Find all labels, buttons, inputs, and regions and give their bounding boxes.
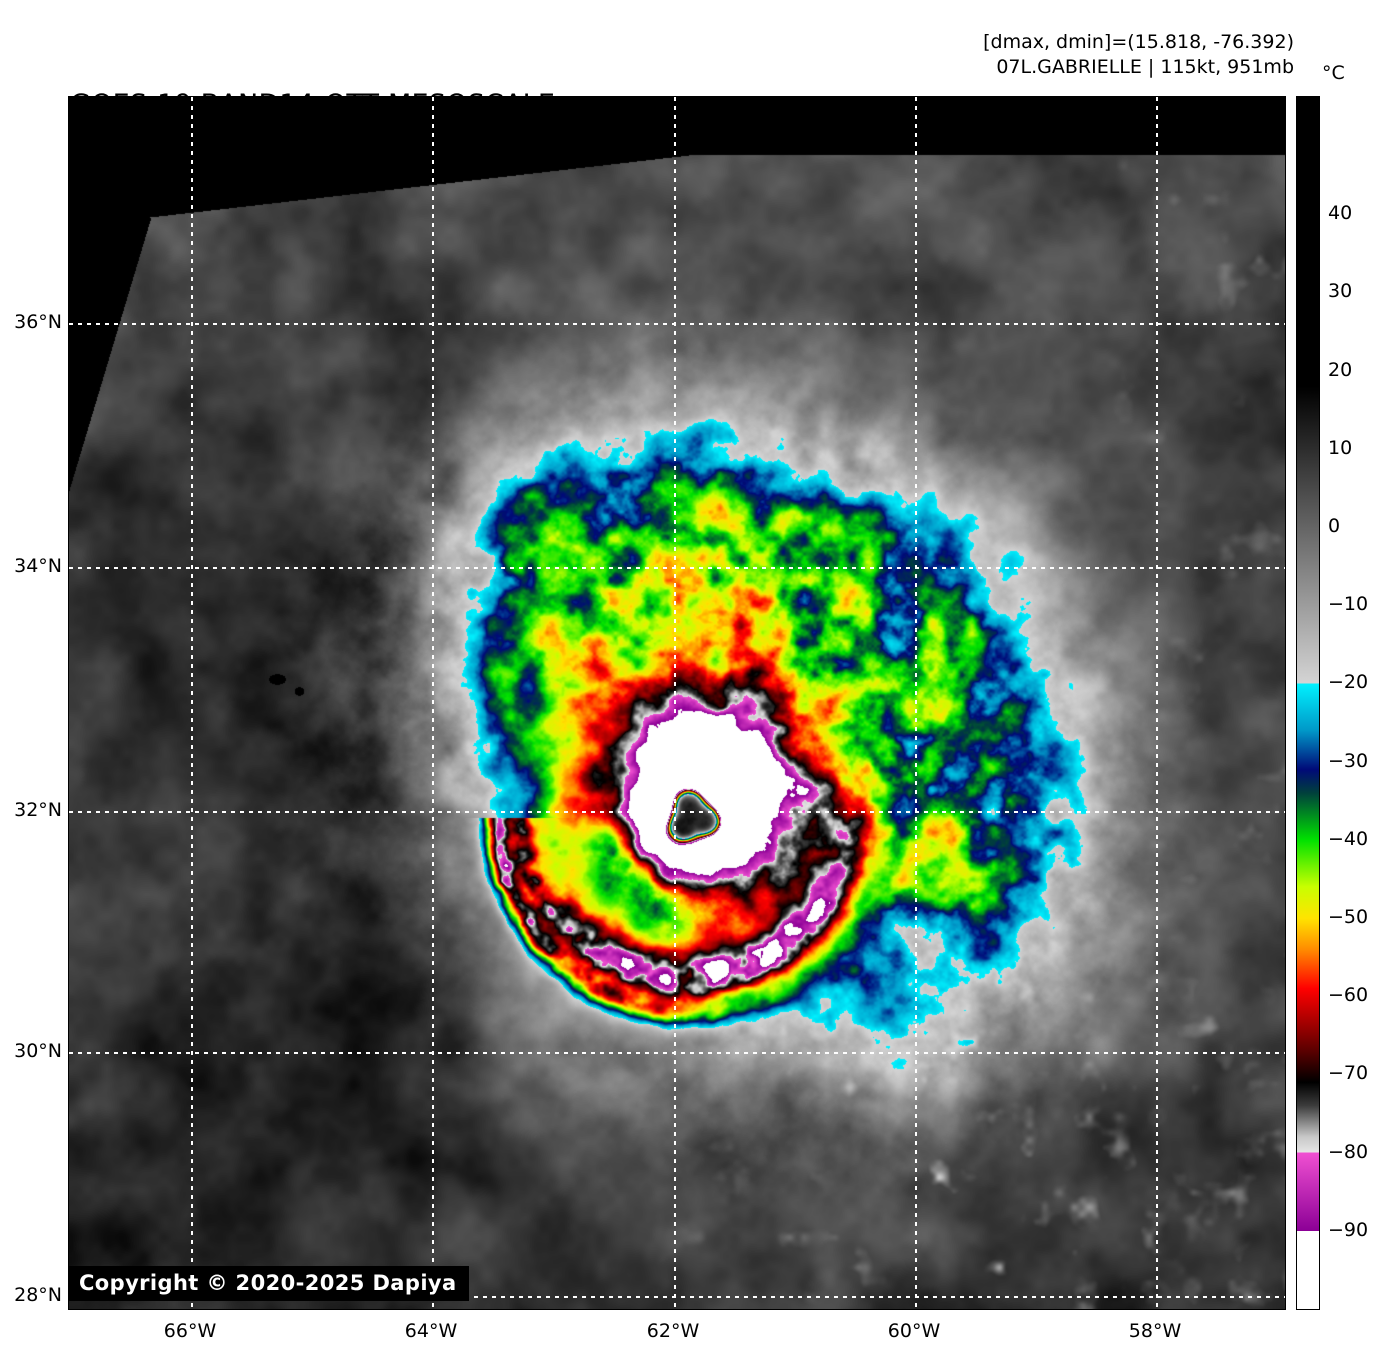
- storm-readout: 07L.GABRIELLE | 115kt, 951mb: [996, 56, 1294, 78]
- colorbar-tick-4: 0: [1328, 515, 1341, 538]
- colorbar-tick-1: 30: [1328, 280, 1353, 303]
- lon-label-2: 62°W: [646, 1320, 700, 1342]
- colorbar-tick-7: −30: [1328, 749, 1369, 772]
- satellite-image-panel[interactable]: Copyright © 2020-2025 Dapiya: [68, 96, 1286, 1310]
- lon-label-0: 66°W: [163, 1320, 217, 1342]
- colorbar-tick-12: −80: [1328, 1140, 1369, 1163]
- colorbar-tick-13: −90: [1328, 1218, 1369, 1241]
- colorbar-tick-0: 40: [1328, 202, 1353, 225]
- lat-label-1: 34°N: [14, 555, 62, 577]
- temperature-colorbar[interactable]: [1296, 96, 1320, 1310]
- lat-label-2: 32°N: [14, 799, 62, 821]
- copyright-banner: Copyright © 2020-2025 Dapiya: [69, 1266, 469, 1301]
- lon-label-4: 58°W: [1128, 1320, 1182, 1342]
- colorbar-tick-2: 20: [1328, 358, 1353, 381]
- colorbar-tick-5: −10: [1328, 593, 1369, 616]
- colorbar-tick-6: −20: [1328, 671, 1369, 694]
- colorbar-tick-11: −70: [1328, 1062, 1369, 1085]
- header-metadata: [dmax, dmin]=(15.818, -76.392) 07L.GABRI…: [983, 30, 1294, 80]
- colorbar-unit-label: °C: [1322, 62, 1345, 84]
- satellite-imagery-canvas: [69, 97, 1285, 1309]
- dmax-dmin-readout: [dmax, dmin]=(15.818, -76.392): [983, 31, 1294, 53]
- lat-label-4: 28°N: [14, 1284, 62, 1306]
- colorbar-gradient: [1297, 97, 1319, 1309]
- lat-label-3: 30°N: [14, 1040, 62, 1062]
- colorbar-tick-10: −60: [1328, 984, 1369, 1007]
- colorbar-tick-8: −40: [1328, 827, 1369, 850]
- lon-label-1: 64°W: [404, 1320, 458, 1342]
- colorbar-tick-9: −50: [1328, 906, 1369, 929]
- colorbar-tick-3: 10: [1328, 436, 1353, 459]
- lat-label-0: 36°N: [14, 311, 62, 333]
- lon-label-3: 60°W: [887, 1320, 941, 1342]
